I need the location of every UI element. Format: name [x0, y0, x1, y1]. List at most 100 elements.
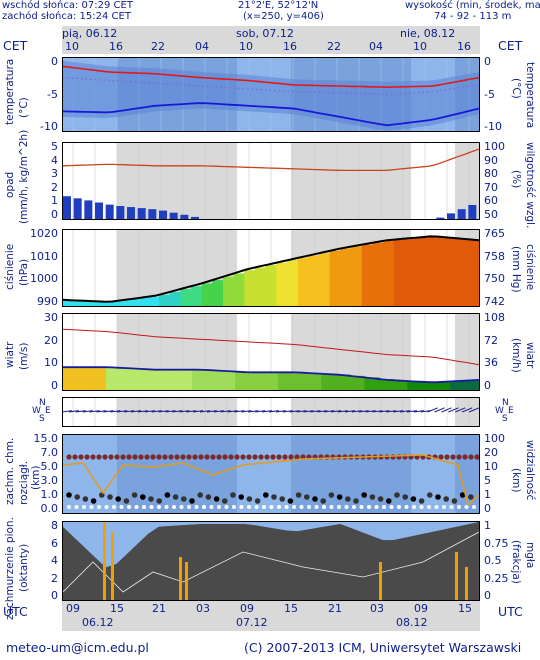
cloud-top-dot [288, 454, 294, 460]
wind-arrow [275, 410, 286, 413]
pressure-fill [393, 239, 406, 306]
wind-arrow [331, 410, 342, 413]
cover-left-unit: (oktanty) [18, 543, 30, 592]
humidity-line [63, 148, 479, 172]
cloud-top-dot [96, 454, 102, 460]
cloud-base-dot [140, 494, 146, 500]
cloud-base-dot [443, 496, 450, 502]
precip-bar [180, 214, 189, 219]
clouds-tick: 1 [484, 488, 491, 501]
pressure-fill [351, 246, 363, 306]
cloud-top-dot [252, 454, 258, 460]
fog-bar [111, 532, 114, 600]
footer-copyright: (C) 2007-2013 ICM, Uniwersytet Warszawsk… [244, 640, 522, 655]
wind-speed-fill [464, 380, 479, 390]
visibility-dot [277, 505, 281, 509]
temp-right-unit: (°C) [510, 78, 522, 99]
cloud-base-dot [435, 494, 441, 500]
bottom-hour-tick: 21 [328, 602, 342, 615]
precip-bar [457, 209, 466, 219]
pressure-fill [372, 242, 384, 306]
night-band [117, 435, 237, 513]
visibility-dot [412, 505, 416, 509]
pressure-fill [340, 248, 352, 306]
cloud-top-dot [150, 454, 156, 460]
pressure-panel [62, 229, 480, 307]
wind-tick: 30 [44, 311, 58, 324]
wind-speed-fill [63, 367, 79, 390]
precip-chart [63, 143, 479, 219]
humidity-right-unit: (%) [510, 170, 522, 189]
bottom-hour-tick: 03 [370, 602, 384, 615]
visibility-dot [127, 505, 131, 509]
elevation-label: wysokość (min, środek, max) [405, 0, 540, 11]
wind-arrow [310, 410, 321, 413]
pressure-fill [84, 300, 96, 306]
cloud-top-dot [108, 454, 114, 460]
bottom-hour-tick: 15 [458, 602, 472, 615]
wind-arrow [413, 410, 424, 413]
cloud-top-dot [180, 454, 186, 460]
cloud-top-dot [474, 454, 479, 460]
fog-bar [465, 567, 468, 600]
precip-tick: 5 [51, 140, 58, 153]
cloud-top-dot [234, 454, 240, 460]
cloud-top-dot [240, 454, 246, 460]
wind-tick: 36 [484, 356, 498, 370]
wind-tick: 72 [484, 333, 498, 347]
wind-arrow [199, 410, 211, 413]
wind-speed-fill [249, 372, 265, 390]
top-hour-tick: 04 [369, 40, 383, 53]
cloud-top-dot [216, 454, 222, 460]
pressure-line [63, 235, 479, 303]
cloud-top-dot [156, 454, 162, 460]
visibility-dot [472, 505, 476, 509]
precip-tick: 50 [484, 208, 498, 221]
fog-bar [185, 562, 188, 600]
visibility-dot [307, 505, 311, 509]
pressure-fill [404, 238, 416, 306]
visibility-dot [292, 505, 296, 509]
wind-arrow [220, 410, 231, 413]
precip-bar [169, 212, 178, 219]
cloud-base-dot [172, 494, 179, 500]
visibility-dot [442, 505, 446, 509]
visibility-dot [194, 505, 199, 509]
pressure-fill [73, 300, 86, 306]
visibility-dot [262, 505, 266, 509]
pressure-fill [244, 270, 256, 306]
pressure-fill [159, 294, 171, 306]
precip-bar [127, 207, 135, 219]
temp-range-band [63, 60, 479, 131]
cloud-base-dot [238, 494, 244, 500]
cloud-left-label2: rozciągł. [18, 460, 30, 505]
cloud-base-dot [189, 498, 195, 504]
cloud-top-dot [294, 454, 300, 460]
temp-right-label: temperatura [524, 62, 536, 129]
precip-bar [84, 200, 93, 219]
precip-tick: 100 [484, 140, 505, 153]
visibility-dot [434, 505, 439, 509]
cloud-base-dot [353, 498, 359, 504]
pressure-tick: 1000 [30, 272, 58, 286]
pressure-tick: 1020 [30, 227, 58, 240]
wind-speed-fill [321, 373, 337, 390]
sunrise-text: wschód słońca: 07:29 CET [2, 0, 133, 11]
cloud-top-dot [462, 454, 468, 460]
pressure-fill [457, 238, 470, 306]
wind-arrow [158, 410, 169, 413]
top-hour-tick: 04 [195, 40, 209, 53]
fog-bar [179, 557, 182, 600]
clouds-tick: 7.0 [40, 446, 59, 459]
precip-tick: 80 [484, 167, 498, 181]
wind-speed-fill [263, 372, 280, 390]
cloud-top-dot [78, 454, 84, 460]
cloud-base-dot [222, 498, 228, 504]
wind-arrow [268, 410, 280, 413]
fog-bar [103, 522, 106, 600]
footer-email[interactable]: meteo-um@icm.edu.pl [6, 640, 149, 655]
wind-speed-fill [450, 381, 466, 390]
cloud-base-dot [402, 494, 409, 500]
bottom-hour-tick: 21 [152, 602, 166, 615]
precip-bar [73, 198, 82, 219]
